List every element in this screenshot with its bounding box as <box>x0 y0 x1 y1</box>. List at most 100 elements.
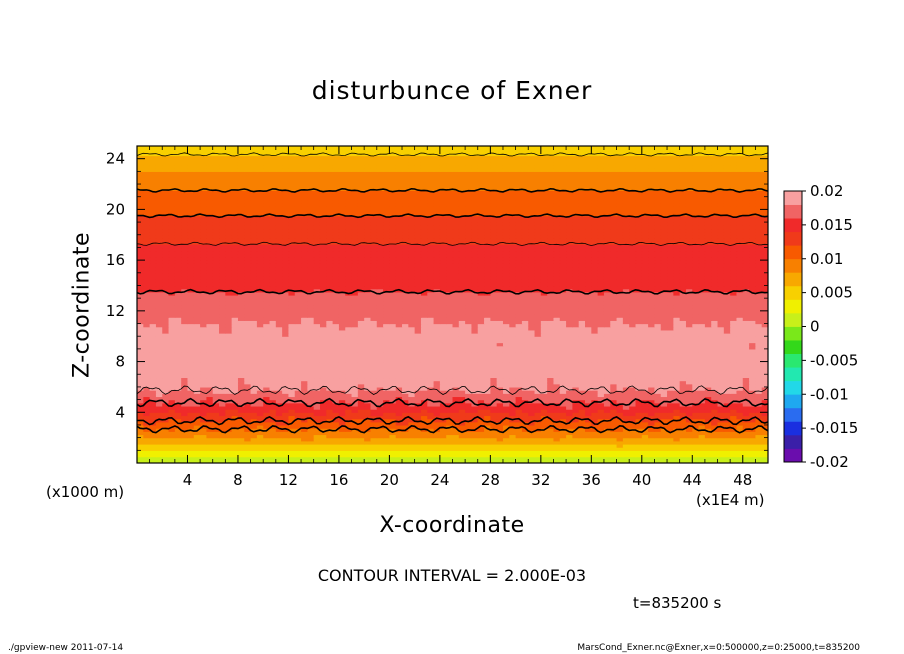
field-cell <box>162 339 170 344</box>
field-cell <box>509 317 517 321</box>
field-cell <box>660 304 668 309</box>
field-cell <box>301 367 308 372</box>
field-cell <box>711 399 719 404</box>
field-cell <box>616 399 624 404</box>
field-cell <box>219 358 226 363</box>
field-cell <box>465 358 473 363</box>
field-cell <box>414 415 422 420</box>
field-cell <box>364 307 372 312</box>
field-cell <box>496 409 504 413</box>
field-cell <box>742 320 750 325</box>
field-cell <box>414 396 422 401</box>
field-cell <box>446 450 454 455</box>
field-cell <box>585 329 592 334</box>
field-cell <box>301 310 308 315</box>
field-cell <box>509 393 517 398</box>
field-cell <box>237 443 245 448</box>
field-cell <box>591 333 599 337</box>
field-cell <box>452 390 460 394</box>
field-cell <box>427 386 435 391</box>
field-cell <box>168 345 176 350</box>
field-cell <box>667 434 674 439</box>
field-cell <box>414 314 422 318</box>
field-cell <box>345 402 353 407</box>
field-cell <box>704 371 712 375</box>
field-cell <box>742 358 750 363</box>
field-cell <box>660 329 668 334</box>
field-cell <box>717 440 725 445</box>
field-cell <box>502 450 510 455</box>
field-cell <box>338 304 346 309</box>
field-cell <box>212 421 220 426</box>
field-cell <box>685 352 693 356</box>
field-cell <box>679 358 687 363</box>
field-cell <box>231 307 239 312</box>
field-cell <box>660 358 668 363</box>
field-cell <box>351 450 359 455</box>
field-cell <box>749 367 756 372</box>
field-cell <box>143 329 151 334</box>
field-cell <box>749 393 756 398</box>
field-cell <box>711 304 719 309</box>
field-cell <box>351 348 359 353</box>
field-cell <box>206 367 214 372</box>
field-cell <box>730 364 738 369</box>
field-cell <box>667 393 674 398</box>
field-cell <box>547 415 555 420</box>
field-cell <box>326 405 334 410</box>
field-cell <box>660 383 668 388</box>
field-cell <box>351 386 359 391</box>
field-cell <box>376 453 384 458</box>
field-cell <box>206 329 214 334</box>
field-cell <box>534 310 542 315</box>
field-cell <box>521 336 529 340</box>
field-cell <box>540 399 548 404</box>
field-cell <box>629 424 637 429</box>
field-cell <box>660 443 668 448</box>
field-cell <box>685 371 693 375</box>
field-cell <box>162 415 170 420</box>
field-cell <box>502 440 510 445</box>
field-cell <box>458 431 466 436</box>
field-cell <box>237 459 245 463</box>
field-cell <box>515 345 523 350</box>
field-cell <box>502 386 510 391</box>
field-cell <box>301 317 308 321</box>
field-cell <box>433 339 441 344</box>
field-cell <box>679 317 687 321</box>
field-cell <box>383 345 390 350</box>
field-cell <box>711 374 719 379</box>
field-cell <box>364 437 372 442</box>
field-cell <box>275 342 283 347</box>
field-cell <box>496 364 504 369</box>
field-cell <box>761 364 768 369</box>
field-cell <box>749 348 756 353</box>
field-cell <box>206 358 214 363</box>
field-cell <box>528 393 536 398</box>
field-cell <box>667 415 674 420</box>
field-cell <box>301 380 308 385</box>
field-cell <box>433 405 441 410</box>
field-cell <box>515 390 523 394</box>
field-cell <box>635 314 643 318</box>
field-cell <box>244 374 252 379</box>
field-cell <box>263 364 271 369</box>
field-cell <box>641 431 649 436</box>
field-cell <box>736 453 744 458</box>
field-cell <box>452 371 460 375</box>
field-cell <box>433 320 441 325</box>
field-cell <box>149 447 157 451</box>
field-cell <box>502 314 510 318</box>
field-cell <box>338 402 346 407</box>
field-cell <box>143 371 151 375</box>
field-cell <box>578 456 586 461</box>
field-cell <box>749 326 756 331</box>
field-cell <box>319 314 327 318</box>
field-cell <box>326 412 334 417</box>
field-cell <box>206 459 214 463</box>
field-cell <box>345 399 353 404</box>
field-cell <box>345 307 353 312</box>
field-cell <box>603 320 611 325</box>
field-cell <box>585 323 592 328</box>
field-cell <box>433 424 441 429</box>
